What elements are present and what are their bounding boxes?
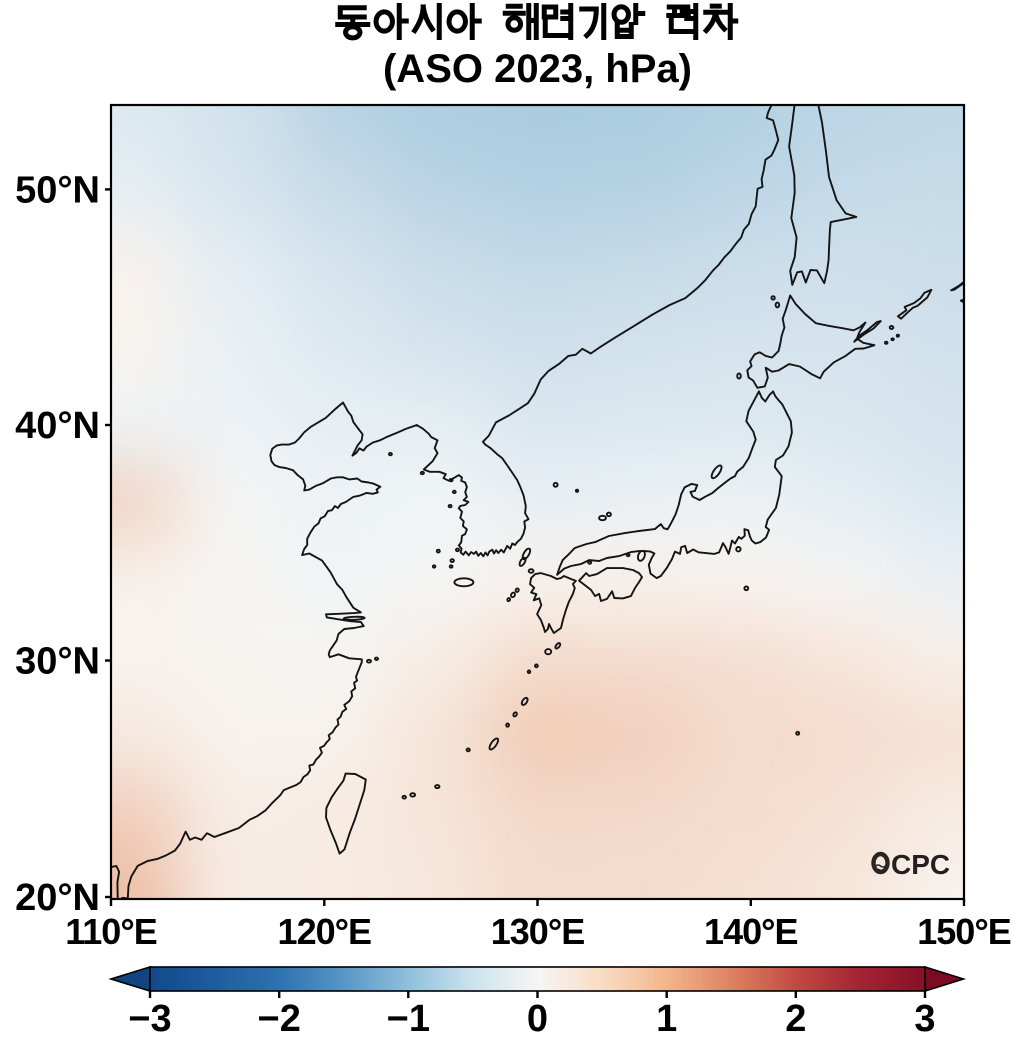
svg-text:130°E: 130°E xyxy=(491,911,584,952)
svg-text:2: 2 xyxy=(785,998,806,1040)
svg-text:1: 1 xyxy=(656,998,677,1040)
svg-text:120°E: 120°E xyxy=(278,911,371,952)
svg-text:(ASO 2023, hPa): (ASO 2023, hPa) xyxy=(383,47,692,91)
svg-text:50°N: 50°N xyxy=(15,169,100,211)
svg-text:140°E: 140°E xyxy=(704,911,797,952)
svg-text:−1: −1 xyxy=(387,998,430,1040)
svg-text:40°N: 40°N xyxy=(15,405,100,447)
svg-text:30°N: 30°N xyxy=(15,641,100,683)
svg-text:20°N: 20°N xyxy=(15,877,100,919)
svg-text:150°E: 150°E xyxy=(917,911,1010,952)
svg-text:110°E: 110°E xyxy=(65,911,157,952)
svg-text:CPC: CPC xyxy=(891,849,950,880)
svg-text:−2: −2 xyxy=(258,998,301,1040)
svg-text:0: 0 xyxy=(527,998,548,1040)
svg-text:3: 3 xyxy=(914,998,935,1040)
svg-text:−3: −3 xyxy=(128,998,171,1040)
